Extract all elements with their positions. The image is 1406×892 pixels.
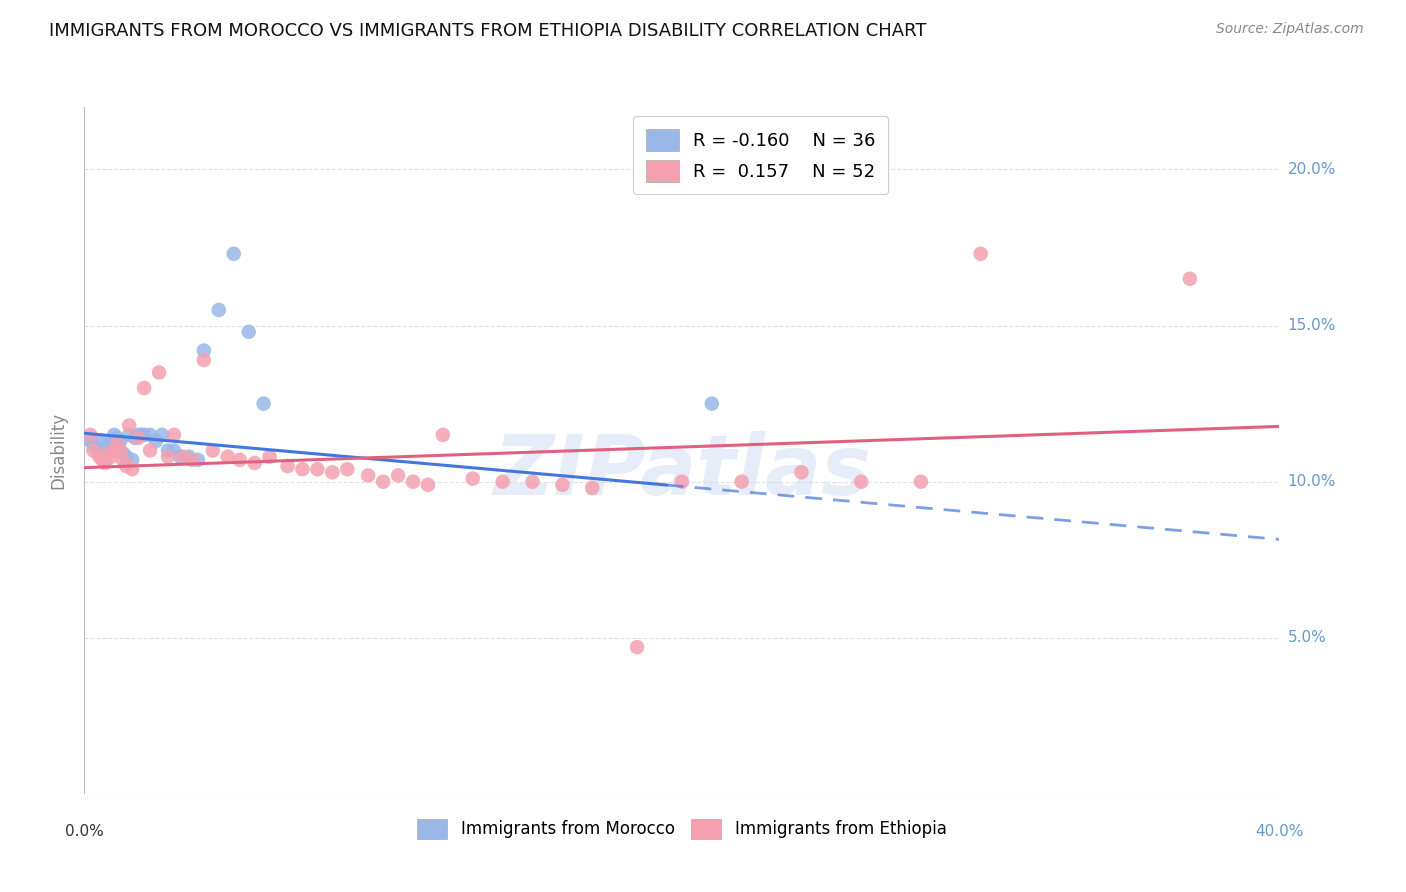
Point [193,343,215,358]
Point [129,427,152,442]
Text: ZIPatlas: ZIPatlas [494,431,870,512]
Point [127,431,149,445]
Point [373,475,395,489]
Point [626,640,648,655]
Point [157,450,180,464]
Point [79,427,101,442]
Point [416,478,439,492]
Point [91,434,114,448]
Point [910,475,932,489]
Point [671,475,693,489]
Point [238,325,260,339]
Point [181,452,204,467]
Point [163,443,186,458]
Point [970,246,993,260]
Point [121,462,143,476]
Point [94,450,117,464]
Point [187,452,209,467]
Point [86,440,108,454]
Point [193,352,215,367]
Point [118,418,141,433]
Point [115,450,138,464]
Text: 15.0%: 15.0% [1288,318,1336,333]
Text: Source: ZipAtlas.com: Source: ZipAtlas.com [1216,22,1364,37]
Point [1178,271,1201,285]
Point [522,475,544,489]
Point [79,434,101,448]
Point [115,458,138,473]
Point [110,434,132,448]
Text: IMMIGRANTS FROM MOROCCO VS IMMIGRANTS FROM ETHIOPIA DISABILITY CORRELATION CHART: IMMIGRANTS FROM MOROCCO VS IMMIGRANTS FR… [49,22,927,40]
Point [97,437,120,451]
Point [217,450,239,464]
Point [222,246,245,260]
Text: 10.0%: 10.0% [1288,475,1336,489]
Point [432,427,454,442]
Text: 40.0%: 40.0% [1256,824,1303,839]
Point [148,366,170,380]
Point [357,468,380,483]
Point [94,452,117,467]
Point [94,456,117,470]
Point [177,450,200,464]
Point [253,396,276,410]
Point [402,475,425,489]
Point [387,468,409,483]
Point [132,427,156,442]
Point [336,462,359,476]
Point [228,452,252,467]
Point [150,427,173,442]
Point [291,462,314,476]
Point [551,478,574,492]
Point [163,427,186,442]
Point [105,431,128,445]
Point [132,381,156,395]
Point [139,427,162,442]
Point [172,450,194,464]
Point [100,450,122,464]
Point [89,443,111,458]
Point [105,437,128,451]
Point [321,466,343,480]
Point [100,440,122,454]
Point [243,456,266,470]
Point [112,452,135,467]
Point [103,443,125,458]
Point [731,475,754,489]
Point [124,431,146,445]
Point [157,443,180,458]
Point [700,396,723,410]
Point [307,462,329,476]
Point [89,446,111,460]
Point [89,450,111,464]
Text: 20.0%: 20.0% [1288,162,1336,177]
Point [82,443,104,458]
Y-axis label: Disability: Disability [49,412,67,489]
Point [82,437,104,451]
Text: 0.0%: 0.0% [65,824,104,839]
Legend: Immigrants from Morocco, Immigrants from Ethiopia: Immigrants from Morocco, Immigrants from… [409,810,955,847]
Point [492,475,515,489]
Point [201,443,224,458]
Point [581,481,603,495]
Point [259,450,281,464]
Point [110,443,132,458]
Point [139,443,162,458]
Point [169,450,191,464]
Point [461,471,484,485]
Point [277,458,299,473]
Point [121,452,143,467]
Point [97,446,120,460]
Point [851,475,873,489]
Point [145,434,167,448]
Point [112,446,135,460]
Point [91,452,114,467]
Point [103,443,125,458]
Point [127,427,149,442]
Text: 5.0%: 5.0% [1288,631,1326,645]
Point [208,302,231,317]
Point [790,466,813,480]
Point [118,427,141,442]
Point [103,427,125,442]
